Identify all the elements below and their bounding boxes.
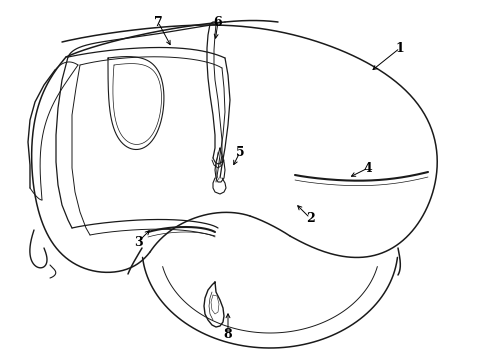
Text: 6: 6 [214,15,222,28]
Text: 2: 2 [306,211,315,225]
Text: 5: 5 [236,145,245,158]
Text: 1: 1 [395,41,404,54]
Text: 4: 4 [364,162,372,175]
Text: 7: 7 [154,15,162,28]
Text: 8: 8 [224,328,232,342]
Text: 3: 3 [134,235,142,248]
